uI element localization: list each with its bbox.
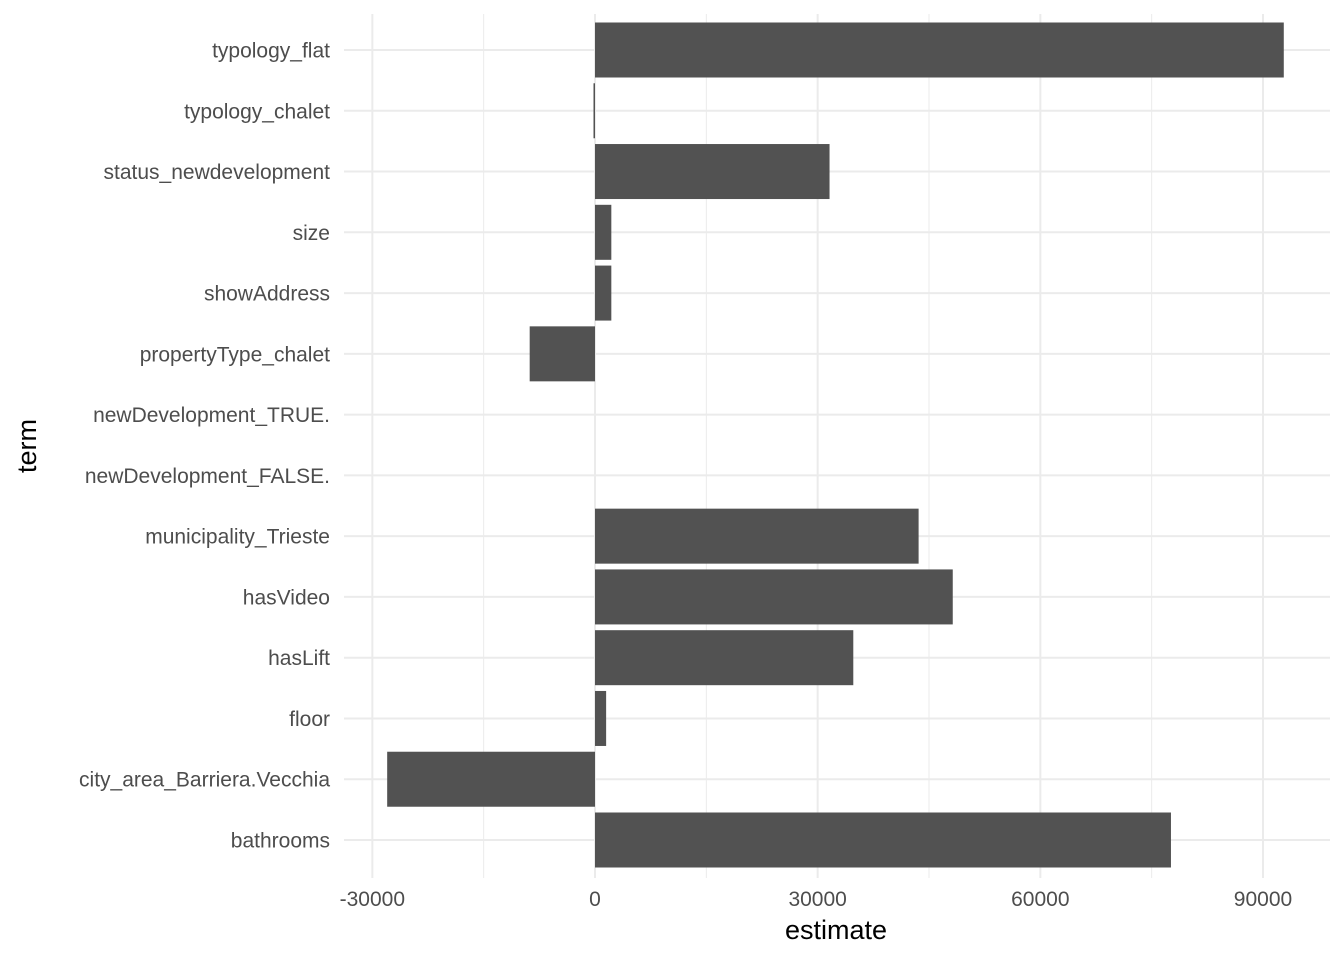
y-tick-label: newDevelopment_TRUE. bbox=[93, 404, 330, 427]
major-gridlines bbox=[344, 14, 1330, 878]
y-tick-label: city_area_Barriera.Vecchia bbox=[79, 769, 330, 792]
x-tick-label: -30000 bbox=[340, 888, 405, 911]
x-tick-label: 90000 bbox=[1234, 888, 1292, 911]
y-tick-labels: typology_flat typology_chalet status_newde… bbox=[79, 40, 330, 853]
y-tick-label: status_newdevelopment bbox=[104, 161, 331, 184]
bar-hasvideo bbox=[595, 569, 953, 625]
bar-status-newdevelopment bbox=[595, 144, 830, 200]
x-tick-label: 60000 bbox=[1011, 888, 1069, 911]
y-tick-label: typology_chalet bbox=[184, 100, 330, 123]
bar-propertytype-chalet bbox=[529, 326, 595, 382]
y-tick-label: propertyType_chalet bbox=[140, 343, 330, 366]
bar-floor bbox=[595, 690, 607, 746]
bar-showaddress bbox=[595, 265, 612, 321]
x-axis-title: estimate bbox=[785, 915, 887, 945]
y-tick-label: floor bbox=[289, 708, 330, 731]
x-tick-label: 0 bbox=[589, 888, 601, 911]
y-tick-label: typology_flat bbox=[212, 40, 330, 63]
y-tick-label: newDevelopment_FALSE. bbox=[85, 465, 330, 488]
y-tick-label: bathrooms bbox=[231, 830, 330, 853]
y-tick-label: municipality_Trieste bbox=[145, 526, 330, 549]
y-tick-label: hasVideo bbox=[243, 586, 330, 609]
y-tick-label: hasLift bbox=[268, 647, 330, 670]
y-tick-label: showAddress bbox=[204, 283, 330, 306]
bars bbox=[387, 22, 1284, 868]
bar-city-area-barriera-vecchia bbox=[387, 751, 595, 807]
y-axis-title: term bbox=[12, 419, 42, 473]
x-tick-labels: -30000 0 30000 60000 90000 bbox=[340, 888, 1293, 911]
bar-typology-chalet bbox=[593, 83, 595, 139]
bar-size bbox=[595, 204, 612, 260]
x-tick-label: 30000 bbox=[788, 888, 846, 911]
bar-haslift bbox=[595, 630, 854, 686]
bar-typology-flat bbox=[595, 22, 1284, 78]
y-tick-label: size bbox=[293, 222, 330, 245]
bar-municipality-trieste bbox=[595, 508, 919, 564]
bar-bathrooms bbox=[595, 812, 1171, 868]
